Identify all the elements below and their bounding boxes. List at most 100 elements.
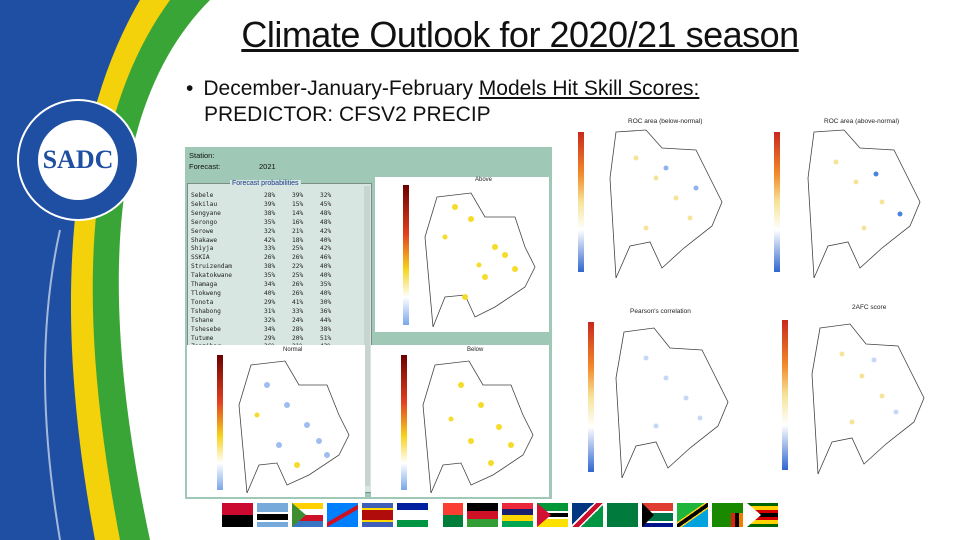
probability-value: 24% — [292, 316, 304, 324]
probability-value: 44% — [320, 316, 332, 324]
forecast-header: Station: Forecast: 2021 — [189, 151, 276, 173]
probability-value: 48% — [320, 218, 332, 226]
probability-value: 32% — [320, 192, 332, 199]
tanzania-flag — [677, 503, 708, 527]
probability-value: 40% — [320, 263, 332, 271]
roc-below-title: ROC area (below-normal) — [628, 118, 703, 125]
station-name: Tlokweng — [191, 289, 221, 297]
malawi-flag — [467, 503, 498, 527]
madagascar-flag — [432, 503, 463, 527]
station-name: Thamaga — [191, 281, 218, 289]
probability-row[interactable]: Sengyane 38% 14% 48% — [191, 210, 348, 219]
probability-value: 40% — [264, 289, 276, 297]
roc-above-title: ROC area (above-normal) — [824, 118, 900, 125]
probability-row[interactable]: Tshabong 31% 33% 36% — [191, 308, 348, 317]
map-below: Below — [371, 345, 549, 497]
probability-value: 35% — [320, 281, 332, 289]
probability-row[interactable]: Struizendam 38% 22% 40% — [191, 263, 348, 272]
probability-value: 28% — [292, 325, 304, 333]
station-name: Tshane — [191, 316, 214, 324]
probability-value: 32% — [264, 316, 276, 324]
probability-value: 45% — [320, 200, 332, 208]
zambia-flag — [712, 503, 743, 527]
bullet-underlined: Models Hit Skill Scores: — [478, 77, 700, 100]
map-above: Above — [375, 177, 549, 332]
probability-value: 30% — [320, 298, 332, 306]
svg-text:SADC: SADC — [43, 145, 114, 174]
probability-row[interactable]: Serongo 35% 16% 48% — [191, 219, 348, 228]
bullet-dot: • — [186, 77, 194, 100]
station-name: Sengyane — [191, 209, 221, 217]
probability-row[interactable]: Takatokwane 35% 25% 40% — [191, 272, 348, 281]
station-name: Serongo — [191, 218, 218, 226]
station-name: Shiyja — [191, 245, 214, 253]
probability-row[interactable]: Sekilau 39% 15% 45% — [191, 201, 348, 210]
map-normal-title: Normal — [283, 347, 303, 353]
probability-value: 36% — [320, 307, 332, 315]
station-name: Sebele — [191, 192, 214, 199]
comoros-flag — [292, 503, 323, 527]
probabilities-table: Sebele 28% 39% 32% Sekilau 39% 15% 45% Sengyane 3… — [191, 192, 348, 352]
probability-value: 16% — [292, 218, 304, 226]
probability-value: 26% — [264, 254, 276, 262]
roc-below-plot — [578, 129, 723, 279]
probability-value: 41% — [292, 298, 304, 306]
map-below-plot — [401, 355, 534, 494]
zimbabwe-flag — [747, 503, 778, 527]
bullet-line2: PREDICTOR: CFSV2 PRECIP — [204, 103, 491, 126]
roc-above-plot — [774, 129, 921, 279]
probability-row[interactable]: Tlokweng 40% 26% 40% — [191, 290, 348, 299]
probability-row[interactable]: Serowe 32% 21% 42% — [191, 228, 348, 237]
probabilities-scrollbar[interactable] — [364, 186, 370, 486]
probability-value: 29% — [264, 334, 276, 342]
probability-row[interactable]: Thamaga 34% 26% 35% — [191, 281, 348, 290]
pearson-plot — [588, 322, 729, 479]
forecast-label: Forecast: — [189, 162, 221, 171]
probability-value: 48% — [320, 209, 332, 217]
probability-row[interactable]: Sebele 28% 39% 32% — [191, 192, 348, 201]
probability-row[interactable]: SSKIA 26% 26% 46% — [191, 254, 348, 263]
mozambique-flag — [537, 503, 568, 527]
probability-value: 28% — [264, 192, 276, 199]
station-name: Struizendam — [191, 263, 232, 271]
probability-value: 29% — [264, 298, 276, 306]
probability-value: 22% — [292, 263, 304, 271]
probability-row[interactable]: Tonota 29% 41% 30% — [191, 299, 348, 308]
probability-value: 40% — [320, 272, 332, 280]
twoafc-map: 2AFC score — [756, 300, 946, 488]
station-name: Tutume — [191, 334, 214, 342]
probability-row[interactable]: Tshane 32% 24% 44% — [191, 317, 348, 326]
map-below-title: Below — [467, 347, 484, 353]
pearson-map: Pearson's correlation — [566, 308, 746, 488]
probability-value: 34% — [264, 325, 276, 333]
bullet-text: • December-January-February Models Hit Sk… — [186, 76, 846, 128]
sadc-logo: SADC — [17, 99, 139, 221]
probability-row[interactable]: Tshesebe 34% 28% 38% — [191, 326, 348, 335]
botswana-flag — [257, 503, 288, 527]
namibia-flag — [572, 503, 603, 527]
station-name: Shakawe — [191, 236, 218, 244]
probability-value: 42% — [320, 227, 332, 235]
map-above-plot — [403, 185, 536, 328]
station-name: Tonota — [191, 298, 214, 306]
mauritius-flag — [502, 503, 533, 527]
probability-value: 20% — [292, 334, 304, 342]
probability-value: 51% — [320, 334, 332, 342]
probability-row[interactable]: Shiyja 33% 25% 42% — [191, 245, 348, 254]
probability-value: 35% — [264, 218, 276, 226]
probability-value: 14% — [292, 209, 304, 217]
map-normal: Normal — [187, 345, 365, 497]
station-name: SSKIA — [191, 254, 210, 262]
probability-value: 40% — [320, 289, 332, 297]
probability-value: 31% — [264, 307, 276, 315]
forecast-panel: Station: Forecast: 2021 Forecast probabil… — [185, 147, 552, 499]
forecast-year: 2021 — [259, 162, 276, 171]
station-name: Serowe — [191, 227, 214, 235]
probability-value: 34% — [264, 281, 276, 289]
station-name: Tshabong — [191, 307, 221, 315]
probability-row[interactable]: Shakawe 42% 18% 40% — [191, 237, 348, 246]
twoafc-title: 2AFC score — [852, 304, 887, 311]
probability-value: 46% — [320, 254, 332, 262]
probability-value: 42% — [320, 245, 332, 253]
probability-row[interactable]: Tutume 29% 20% 51% — [191, 335, 348, 344]
